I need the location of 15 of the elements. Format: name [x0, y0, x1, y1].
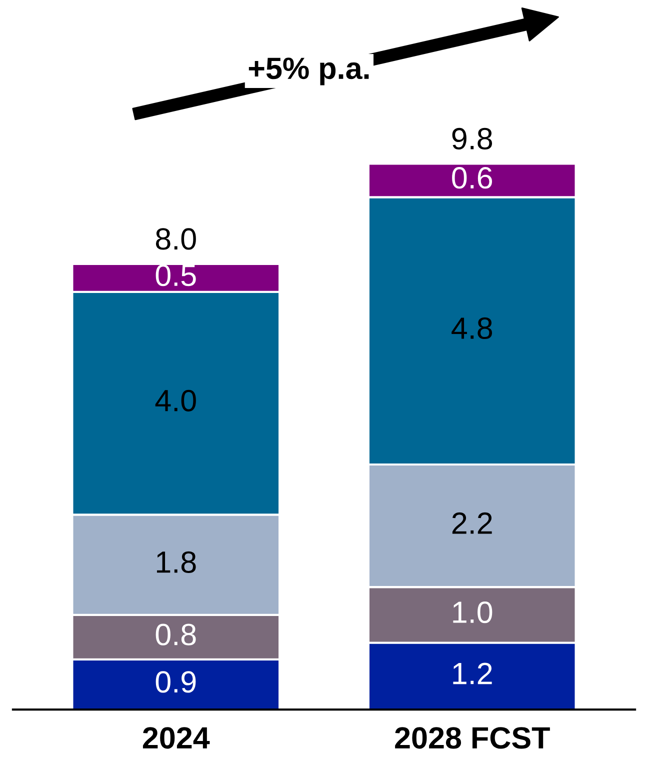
data-label: 4.0: [155, 390, 196, 412]
data-label: 0.5: [156, 264, 196, 286]
x-tick-label: 2028 FCST: [395, 727, 550, 749]
data-label: 2.2: [452, 512, 492, 534]
data-label: 0.9: [156, 671, 196, 693]
data-label: 0.6: [452, 167, 492, 189]
data-label: 1.0: [453, 601, 492, 624]
data-label: 1.8: [156, 551, 196, 573]
data-label: 0.8: [156, 624, 196, 646]
total-label: 9.8: [452, 128, 492, 150]
x-tick-label: 2024: [142, 727, 210, 749]
data-label: 1.2: [453, 662, 492, 684]
text: +5% p.a.: [248, 58, 369, 86]
total-label: 8.0: [156, 228, 196, 250]
data-label: 4.8: [452, 317, 492, 340]
